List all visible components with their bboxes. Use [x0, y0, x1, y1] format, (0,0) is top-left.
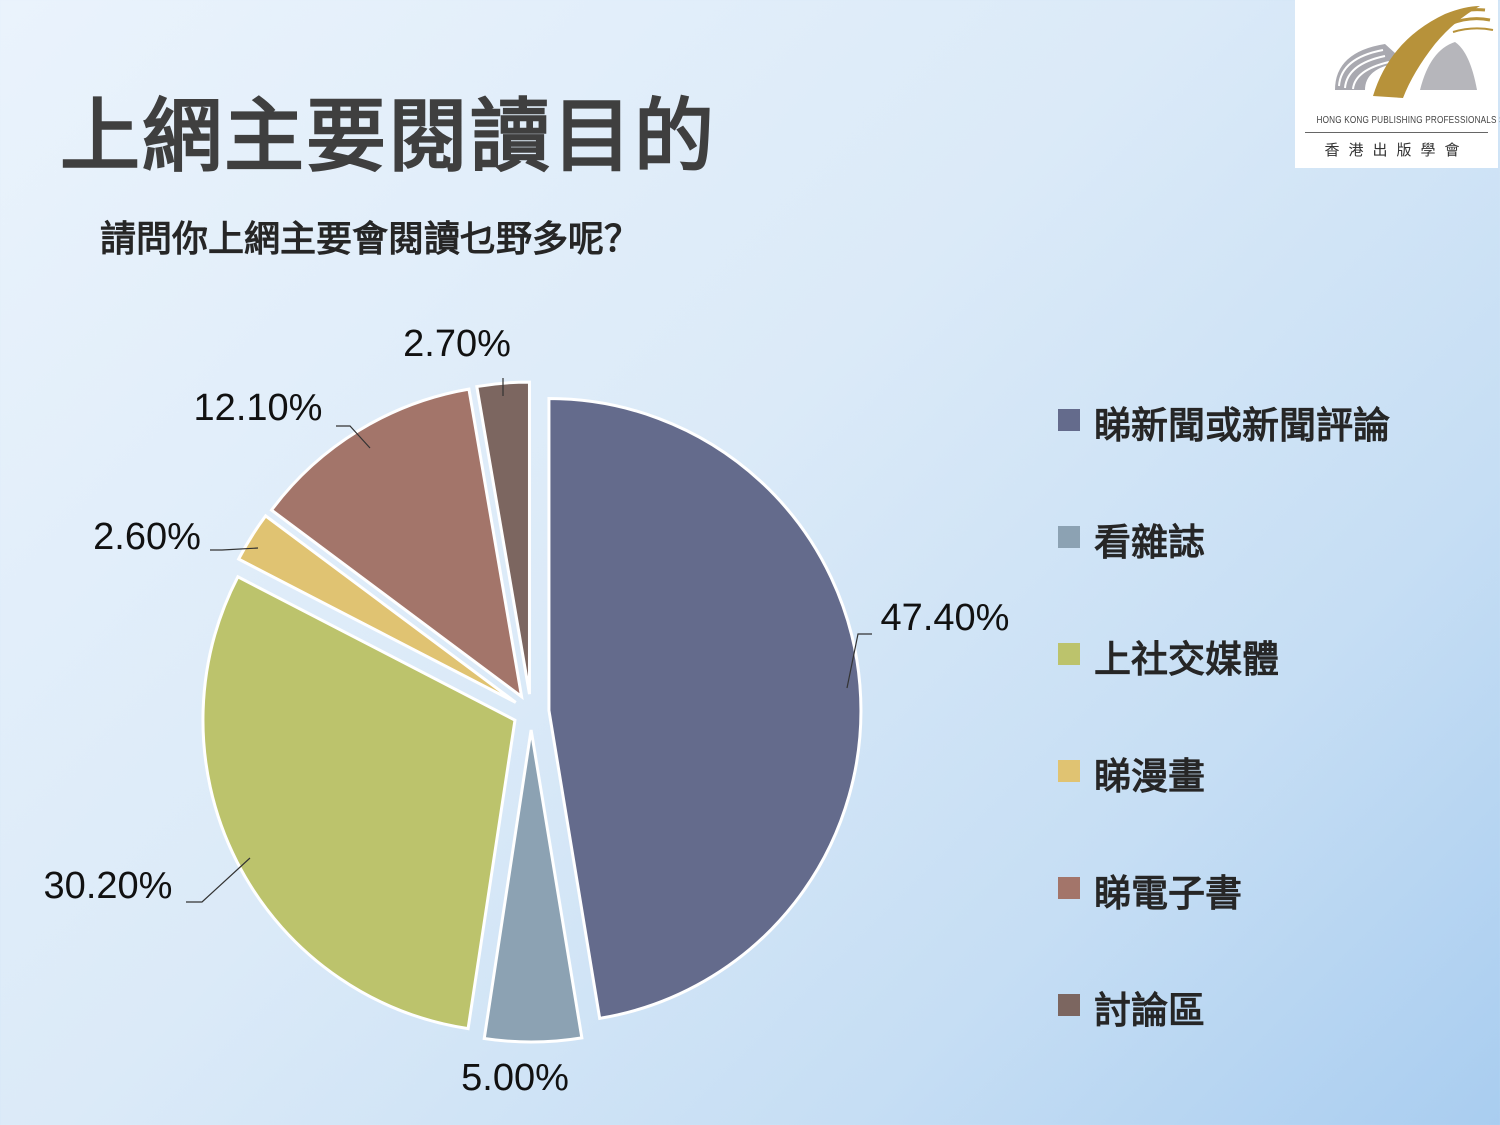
legend-swatch: [1058, 409, 1080, 431]
pie-slice-1: [547, 397, 863, 1021]
legend-swatch: [1058, 877, 1080, 899]
pie-slice-5: [269, 387, 524, 701]
logo-emblem-icon: [1335, 6, 1494, 98]
data-label-5: 12.10%: [194, 387, 323, 429]
legend-label: 睇漫畫: [1094, 755, 1205, 798]
pie-slice-4: [236, 513, 517, 704]
legend-swatch: [1058, 760, 1080, 782]
data-label-4: 2.60%: [93, 516, 201, 558]
survey-question: 請問你上網主要會閱讀乜野多呢？: [100, 219, 641, 260]
data-label-3: 30.20%: [44, 865, 173, 907]
logo-chinese-name: 香港出版學會: [1324, 141, 1469, 159]
slide-title: 上網主要閱讀目的: [60, 90, 716, 183]
logo-english-name: HONG KONG PUBLISHING PROFESSIONALS SOCIE…: [1316, 115, 1500, 126]
legend-label: 看雜誌: [1094, 521, 1205, 564]
hkpps-logo: HONG KONG PUBLISHING PROFESSIONALS SOCIE…: [1295, 0, 1500, 168]
legend-label: 上社交媒體: [1094, 638, 1279, 681]
pie-slice-2: [482, 729, 584, 1044]
leader-line-1: [846, 633, 872, 689]
legend-swatch: [1058, 526, 1080, 548]
legend-swatch: [1058, 643, 1080, 665]
leader-line-5: [336, 425, 371, 449]
legend-label: 睇電子書: [1094, 872, 1242, 915]
leader-line-3: [186, 857, 251, 903]
data-label-2: 5.00%: [461, 1057, 569, 1099]
leader-line-4: [210, 547, 259, 551]
logo-divider: [1305, 132, 1488, 133]
data-label-1: 47.40%: [881, 597, 1010, 639]
legend-label: 睇新聞或新聞評論: [1094, 404, 1390, 447]
data-label-6: 2.70%: [403, 323, 511, 365]
pie-slice-3: [201, 574, 517, 1031]
legend-swatch: [1058, 994, 1080, 1016]
legend-label: 討論區: [1094, 989, 1205, 1032]
